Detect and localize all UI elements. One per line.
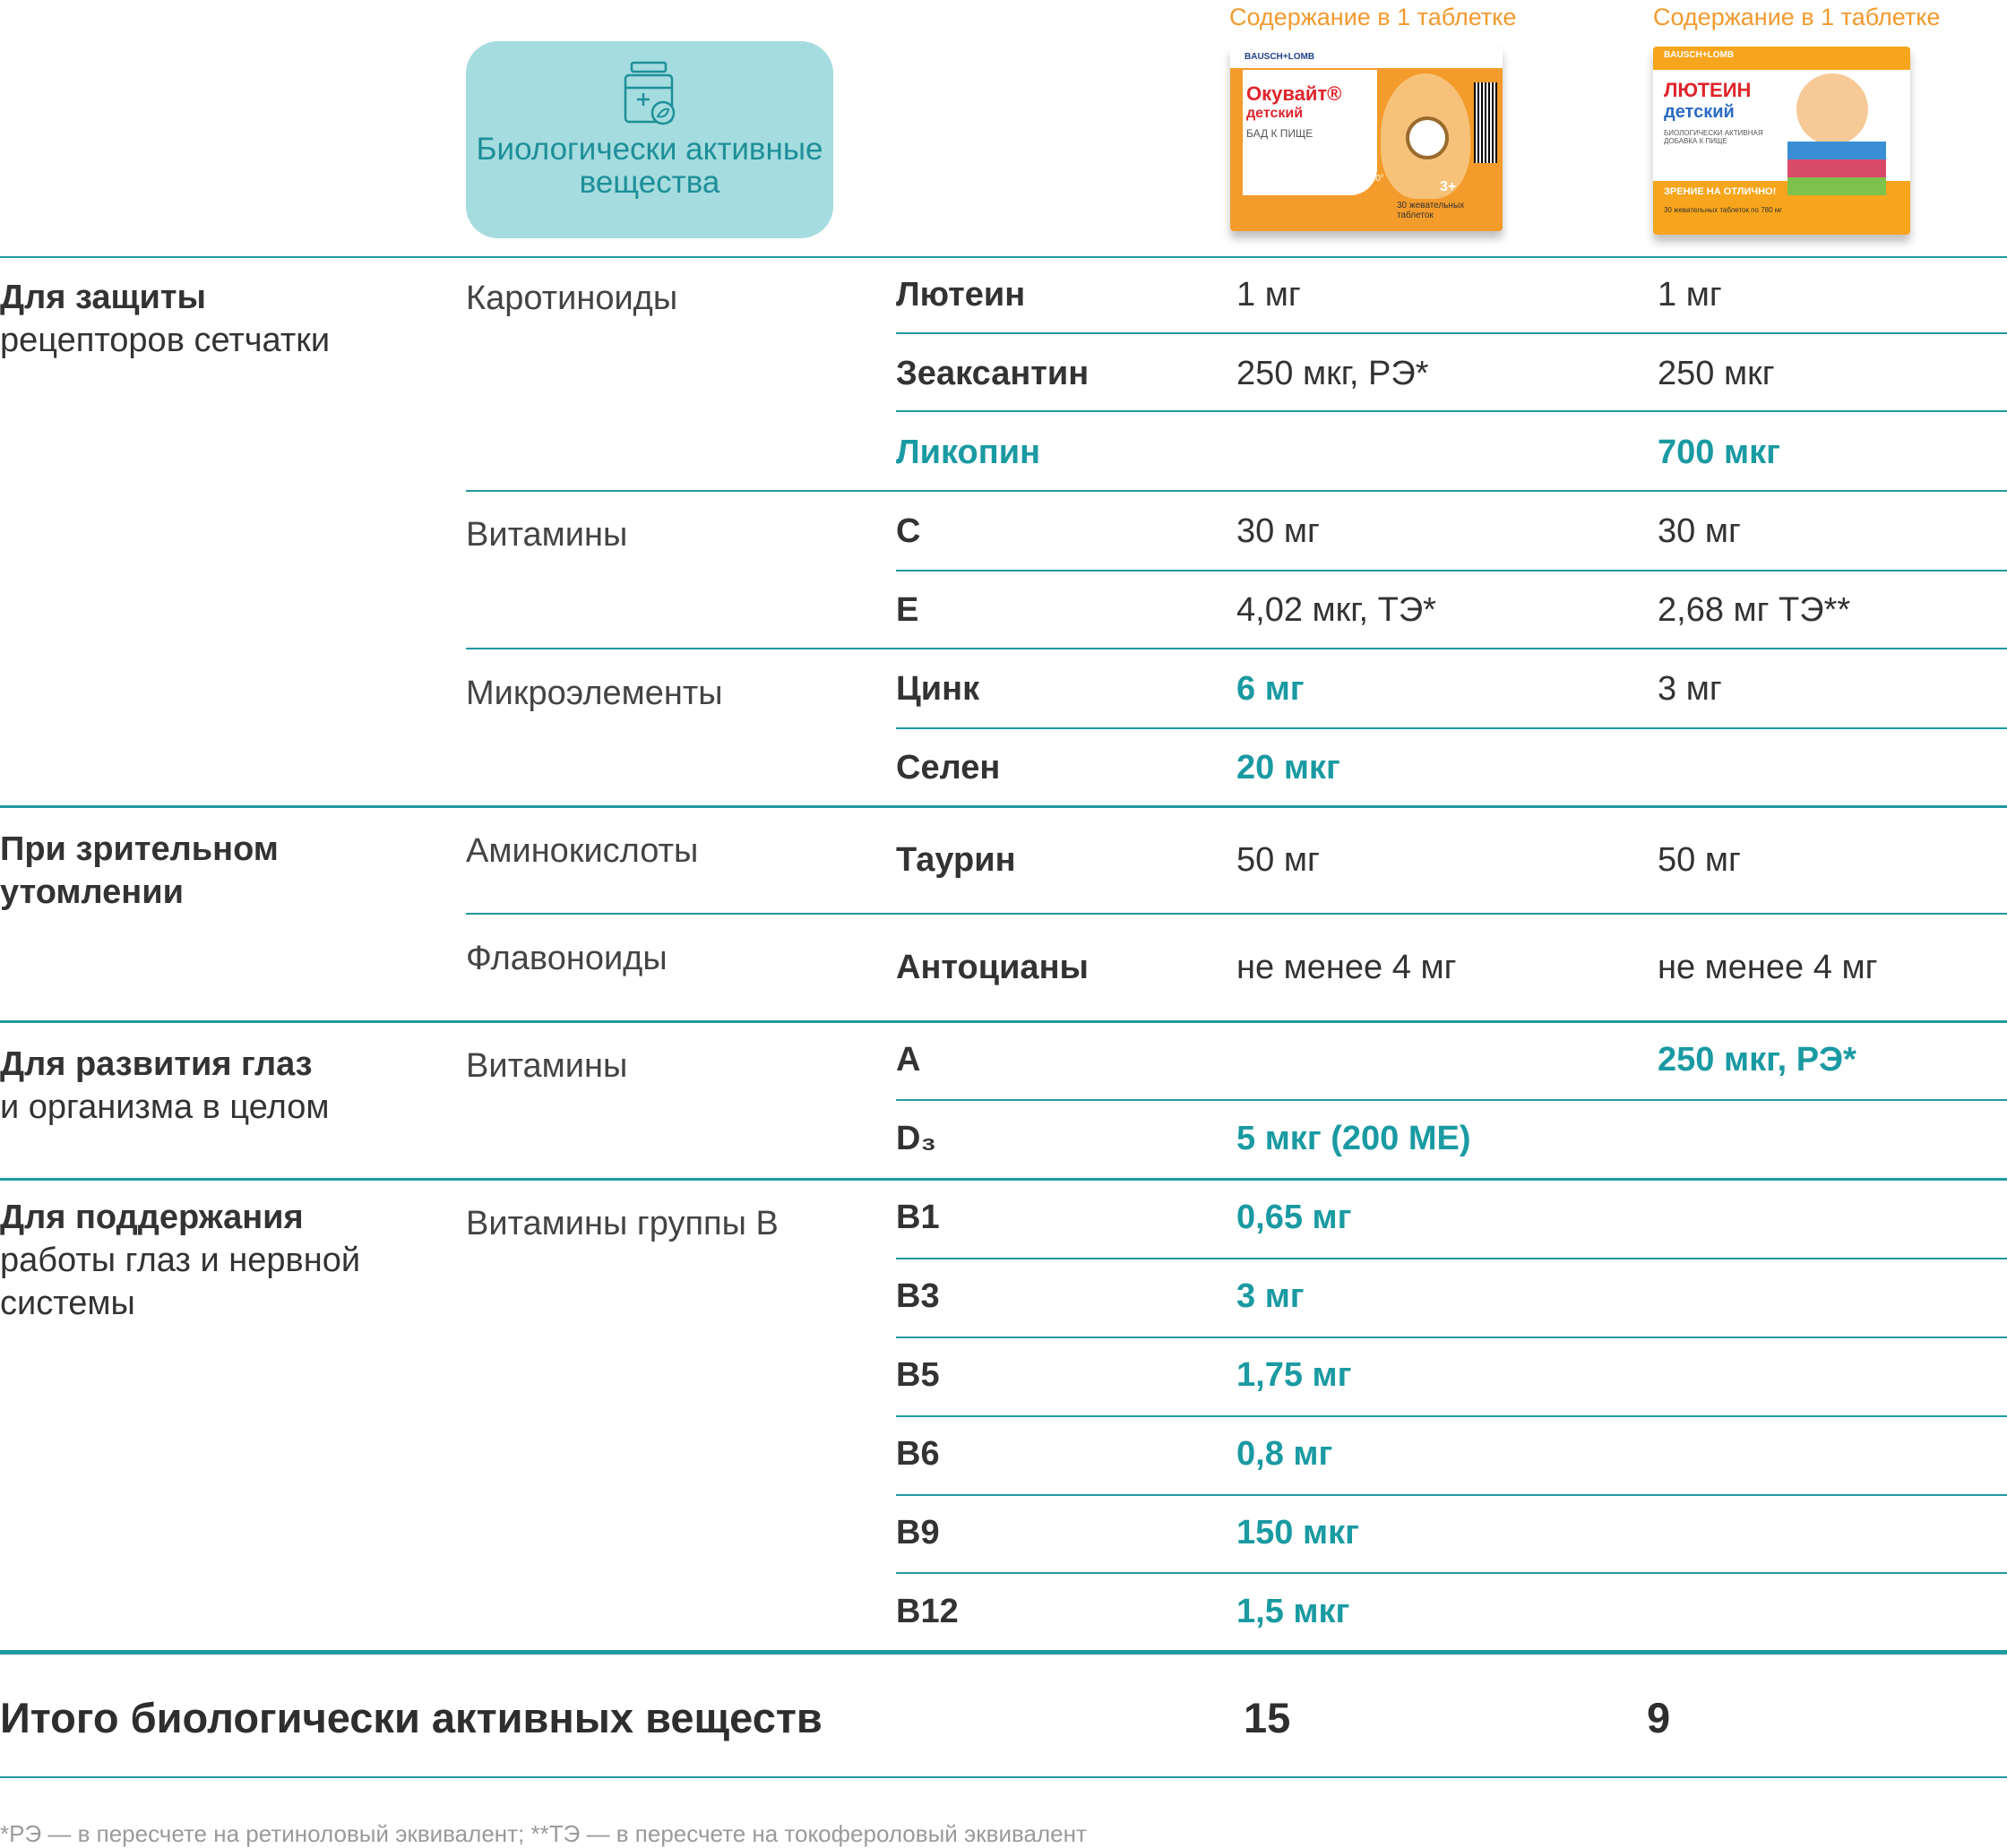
product-1-value: 150 мкг	[1236, 1514, 1359, 1551]
product-2-brand: BAUSCH+LOMB	[1664, 50, 1735, 60]
product-2-value: 3 мг	[1658, 670, 1722, 708]
product-1-value: 30 мг	[1236, 512, 1320, 550]
column-header-product-1: Содержание в 1 таблетке	[1229, 4, 1517, 30]
row-divider	[896, 410, 2007, 412]
nutrient-name: B12	[896, 1593, 959, 1630]
product-1-value: 250 мкг, РЭ*	[1236, 355, 1429, 392]
product-1-name: Окувайт®	[1246, 82, 1342, 105]
row-divider	[896, 1258, 2007, 1259]
product-1-value: 1,75 мг	[1236, 1356, 1352, 1394]
nutrient-name: B6	[896, 1435, 940, 1473]
section-divider	[0, 1178, 2007, 1181]
badge-label: Биологически активные вещества	[476, 132, 823, 200]
total-product-1: 15	[1244, 1694, 1291, 1741]
row-divider	[896, 570, 2007, 572]
nutrient-name: Лютеин	[896, 276, 1026, 314]
section-divider	[0, 805, 2007, 808]
product-2-slogan: ЗРЕНИЕ НА ОТЛИЧНО!	[1664, 186, 1777, 197]
section-title-development: Для развития глаз и организма в целом	[0, 1045, 330, 1126]
supplement-jar-icon	[624, 61, 676, 125]
product-1-count: 30 жевательных таблеток	[1397, 201, 1465, 220]
active-substances-badge: Биологически активные вещества	[466, 41, 833, 238]
product-1-sub: детский	[1246, 106, 1304, 121]
category-label: Витамины	[466, 1047, 628, 1085]
product-2-value: 30 мг	[1658, 512, 1741, 550]
product-1-type: БАД К ПИЩЕ	[1246, 127, 1314, 140]
product-2-value: 1 мг	[1658, 276, 1722, 314]
nutrient-name: A	[896, 1041, 921, 1079]
nutrient-name: Цинк	[896, 670, 980, 708]
product-1-age: 3+	[1440, 179, 1457, 194]
product-2-value: 250 мкг	[1658, 355, 1775, 392]
section-title-fatigue: При зрительном утомлении	[0, 830, 279, 911]
product-2-type: БИОЛОГИЧЕСКИ АКТИВНАЯ ДОБАВКА К ПИЩЕ	[1664, 129, 1763, 145]
category-label: Микроэлементы	[466, 675, 723, 712]
nutrient-name: B1	[896, 1199, 940, 1236]
category-label: Витамины	[466, 516, 628, 554]
product-2-value: 250 мкг, РЭ*	[1658, 1041, 1856, 1079]
nutrient-name: D₃	[896, 1120, 937, 1157]
nutrient-name: E	[896, 591, 919, 629]
row-divider	[896, 727, 2007, 729]
row-divider	[896, 332, 2007, 334]
product-1-value: 5 мкг (200 МЕ)	[1236, 1120, 1471, 1157]
nutrient-name: Селен	[896, 749, 1001, 786]
section-divider	[0, 256, 2007, 258]
nutrient-name: C	[896, 512, 921, 550]
product-1-value: 0,65 мг	[1236, 1199, 1352, 1236]
product-1-value: 3 мг	[1236, 1277, 1305, 1315]
total-divider	[0, 1650, 2007, 1655]
product-1-value: 4,02 мкг, ТЭ*	[1236, 591, 1436, 629]
product-2-value: 700 мкг	[1658, 434, 1780, 471]
category-label: Флавоноиды	[466, 940, 668, 977]
row-divider	[896, 1099, 2007, 1101]
product-1-value: 1,5 мкг	[1236, 1593, 1350, 1630]
category-divider	[466, 648, 2007, 649]
product-1-value: 0,8 мг	[1236, 1435, 1333, 1473]
product-image-lutein: BAUSCH+LOMB ЛЮТЕИН детский БИОЛОГИЧЕСКИ …	[1653, 47, 1910, 235]
category-label: Аминокислоты	[466, 832, 699, 870]
category-label: Каротиноиды	[466, 279, 678, 317]
product-2-value: не менее 4 мг	[1658, 949, 1878, 986]
product-2-name: ЛЮТЕИН	[1664, 79, 1752, 101]
product-1-value: 50 мг	[1236, 841, 1320, 879]
nutrient-name: Антоцианы	[896, 949, 1089, 986]
section-divider	[0, 1020, 2007, 1023]
product-1-brand: BAUSCH+LOMB	[1245, 52, 1315, 62]
product-1-value: не менее 4 мг	[1236, 949, 1457, 986]
category-divider	[466, 913, 2007, 915]
nutrient-name: B5	[896, 1356, 940, 1394]
product-image-okuvait: BAUSCH+LOMB Окувайт® детский БАД К ПИЩЕ …	[1230, 47, 1503, 231]
nutrient-name: Зеаксантин	[896, 355, 1090, 392]
section-title-retina: Для защиты рецепторов сетчатки	[0, 279, 331, 359]
product-2-count: 30 жевательных таблеток по 780 мг	[1664, 206, 1783, 214]
row-divider	[896, 1337, 2007, 1338]
nutrient-name: Таурин	[896, 841, 1016, 879]
category-label: Витамины группы В	[466, 1205, 779, 1242]
product-1-value: 6 мг	[1236, 670, 1305, 708]
product-1-value: 20 мкг	[1236, 749, 1340, 786]
nutrient-name: B9	[896, 1514, 940, 1551]
product-2-value: 50 мг	[1658, 841, 1741, 879]
nutrient-name: Ликопин	[896, 434, 1041, 471]
bottom-divider	[0, 1776, 2007, 1778]
row-divider	[896, 1494, 2007, 1496]
row-divider	[896, 1572, 2007, 1574]
product-1-value: 1 мг	[1236, 276, 1301, 314]
category-divider	[466, 490, 2007, 492]
section-title-nervous-system: Для поддержания работы глаз и нервной си…	[0, 1199, 361, 1322]
product-1-slogan: Забота о детском зрении на 360°	[1246, 174, 1384, 184]
total-label: Итого биологически активных веществ	[0, 1694, 823, 1741]
row-divider	[896, 1415, 2007, 1417]
footnote: *РЭ — в пересчете на ретиноловый эквивал…	[0, 1820, 1087, 1847]
nutrient-name: B3	[896, 1277, 940, 1315]
column-header-product-2: Содержание в 1 таблетке	[1653, 4, 1941, 30]
product-2-sub: детский	[1664, 102, 1735, 122]
total-product-2: 9	[1647, 1694, 1671, 1741]
product-2-value: 2,68 мг ТЭ**	[1658, 591, 1851, 629]
